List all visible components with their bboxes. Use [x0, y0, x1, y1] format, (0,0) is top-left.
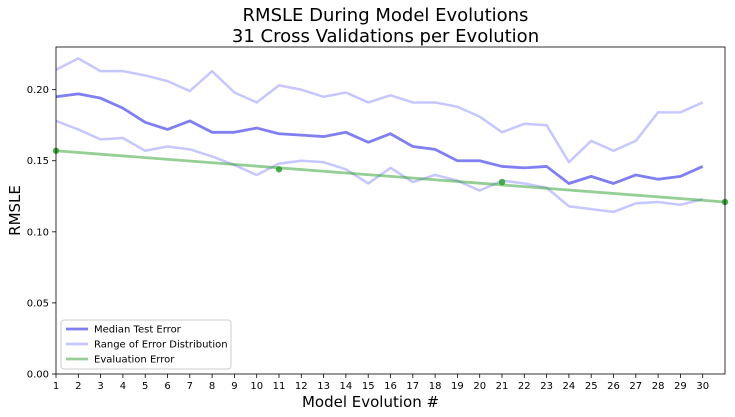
x-tick-label-20: 20 [473, 381, 486, 392]
axis-ticks: 1 2 3 4 5 6 7 8 9 10 11 12 13 14 15 16 17 18 19 20 21 22 23 24 2… [27, 85, 709, 392]
x-tick-label-1: 1 [53, 381, 59, 392]
x-tick-label-19: 19 [451, 381, 464, 392]
x-tick-label-5: 5 [142, 381, 148, 392]
legend-label-0: Median Test Error [94, 325, 182, 336]
x-tick-label-25: 25 [585, 381, 598, 392]
x-tick-label-4: 4 [120, 381, 126, 392]
x-tick-label-28: 28 [652, 381, 665, 392]
y-tick-label-0.05: 0.05 [27, 298, 49, 309]
legend: Median Test Error Range of Error Distribu… [60, 319, 232, 370]
y-axis-label-text: RMSLE [6, 185, 24, 236]
legend-box [60, 319, 232, 370]
y-tick-label-0.15: 0.15 [27, 156, 49, 167]
x-tick-label-11: 11 [273, 381, 286, 392]
x-tick-label-21: 21 [496, 381, 509, 392]
x-tick-label-13: 13 [317, 381, 330, 392]
range-upper-line [55, 57, 704, 164]
y-tick-label-0.20: 0.20 [27, 85, 49, 96]
x-tick-label-9: 9 [231, 381, 237, 392]
evaluation-point-11 [275, 166, 283, 173]
title-line-1: RMSLE During Model Evolutions [243, 5, 529, 26]
x-tick-label-27: 27 [629, 381, 642, 392]
x-tick-label-8: 8 [209, 381, 215, 392]
series-lines [55, 57, 726, 214]
x-tick-label-2: 2 [75, 381, 81, 392]
y-axis-label: RMSLE [6, 185, 24, 236]
median-test-error-line [55, 92, 704, 185]
title-line-2: 31 Cross Validations per Evolution [232, 26, 539, 47]
y-tick-label-0.00: 0.00 [27, 370, 49, 381]
x-axis-label: Model Evolution # [302, 393, 439, 411]
x-tick-label-14: 14 [340, 381, 353, 392]
range-lower-line [55, 119, 704, 214]
x-tick-label-23: 23 [540, 381, 553, 392]
x-tick-label-17: 17 [406, 381, 419, 392]
x-tick-label-26: 26 [607, 381, 620, 392]
x-tick-label-30: 30 [696, 381, 709, 392]
plot-frame [55, 46, 726, 375]
y-tick-label-0.10: 0.10 [27, 227, 49, 238]
x-tick-label-6: 6 [164, 381, 170, 392]
x-tick-label-16: 16 [384, 381, 397, 392]
x-tick-label-18: 18 [429, 381, 442, 392]
x-tick-label-12: 12 [295, 381, 308, 392]
legend-label-2: Evaluation Error [94, 355, 175, 366]
x-tick-label-15: 15 [362, 381, 375, 392]
x-tick-label-24: 24 [563, 381, 576, 392]
x-tick-label-10: 10 [250, 381, 263, 392]
evaluation-point-21 [498, 178, 506, 186]
x-tick-label-3: 3 [97, 381, 103, 392]
x-axis-label-text: Model Evolution # [302, 393, 439, 411]
x-tick-label-22: 22 [518, 381, 531, 392]
legend-label-1: Range of Error Distribution [94, 340, 228, 351]
x-tick-label-7: 7 [187, 381, 193, 392]
evaluation-error-line [55, 149, 726, 204]
x-tick-label-29: 29 [674, 381, 687, 392]
